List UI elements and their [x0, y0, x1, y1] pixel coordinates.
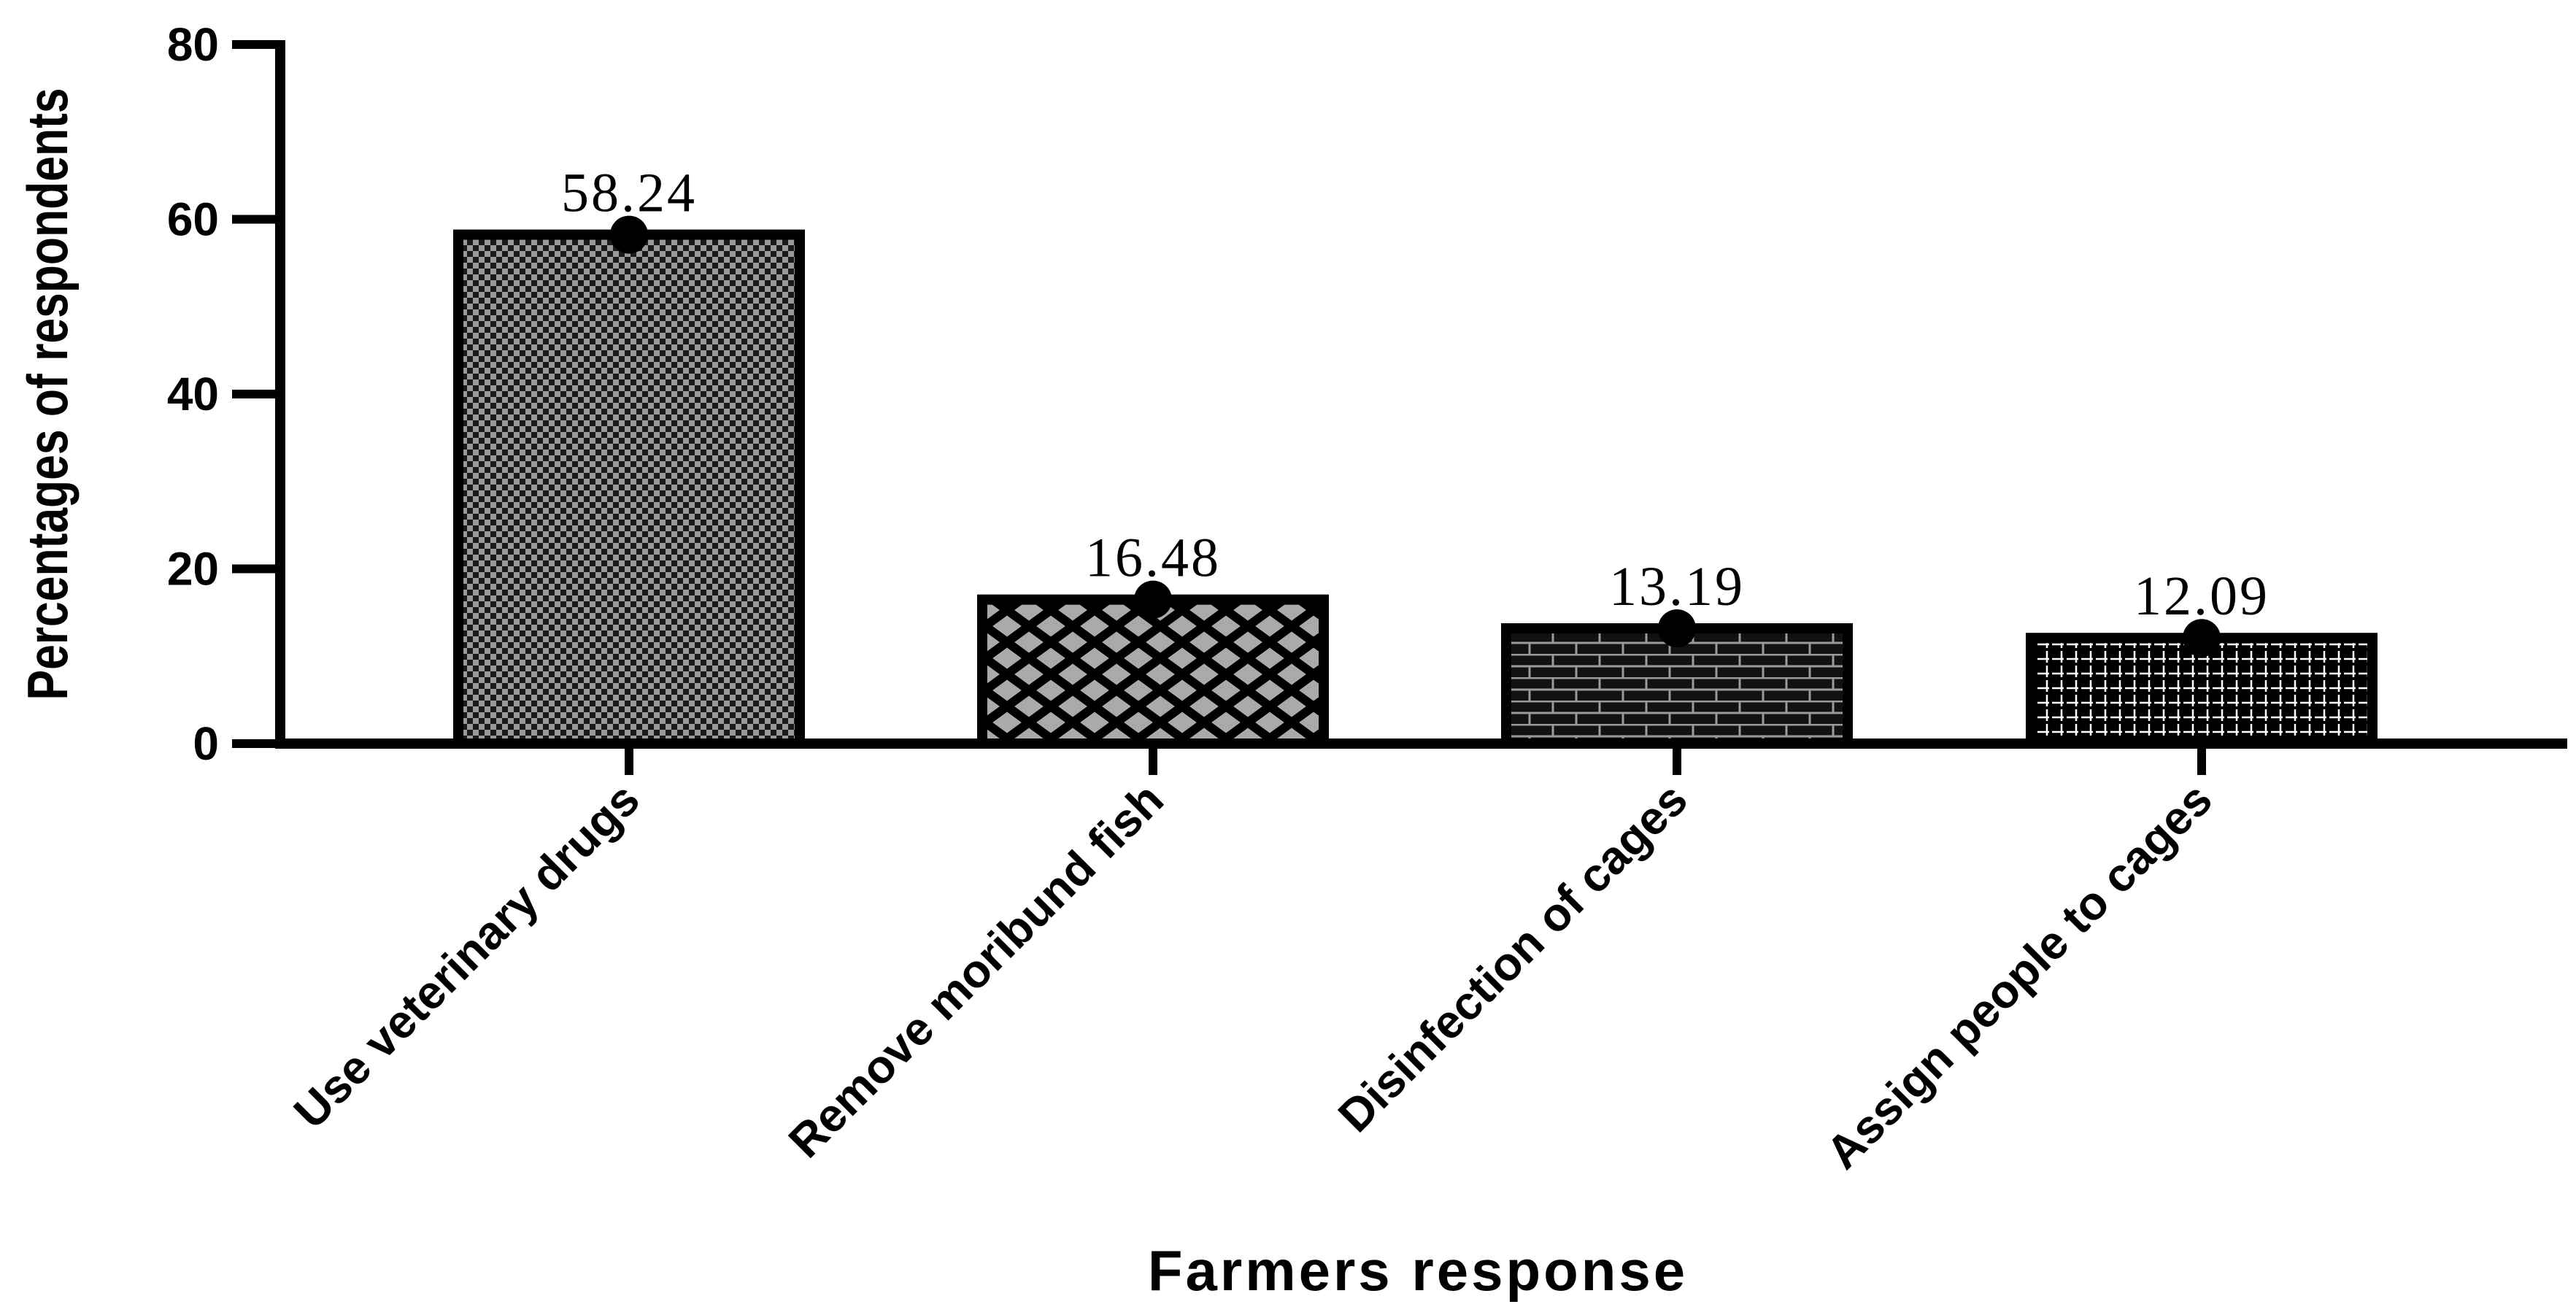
y-tick-label: 60 [167, 193, 219, 246]
bar-mean-dot [2183, 619, 2221, 658]
x-tick-label: Assign people to cages [1816, 773, 2222, 1179]
bar-mean-dot [1134, 580, 1172, 619]
y-tick-label: 20 [167, 543, 219, 595]
x-axis-title: Farmers response [1148, 1238, 1688, 1303]
y-tick-label: 80 [167, 18, 219, 71]
y-tick-label: 40 [167, 368, 219, 420]
y-axis-ticks: 0 20 40 60 80 [167, 18, 280, 770]
x-tick-label: Remove moribund fish [779, 773, 1173, 1168]
y-axis-title: Percentages of respondents [15, 88, 79, 700]
bar-mean-dot [1658, 609, 1696, 648]
x-axis-ticks: Use veterinary drugs Remove moribund fish… [284, 744, 2222, 1179]
x-tick-label: Use veterinary drugs [284, 773, 649, 1138]
bar-mean-dot [610, 215, 648, 254]
data-label: 13.19 [1609, 556, 1745, 617]
data-label: 12.09 [2134, 566, 2270, 627]
bars: 58.24 16.48 13.19 12.09 [453, 163, 2378, 749]
bar [453, 229, 805, 749]
y-tick-label: 0 [193, 717, 219, 770]
data-label: 58.24 [561, 163, 697, 224]
data-label: 16.48 [1085, 528, 1221, 589]
bar [977, 594, 1329, 749]
x-tick-label: Disinfection of cages [1328, 773, 1697, 1142]
